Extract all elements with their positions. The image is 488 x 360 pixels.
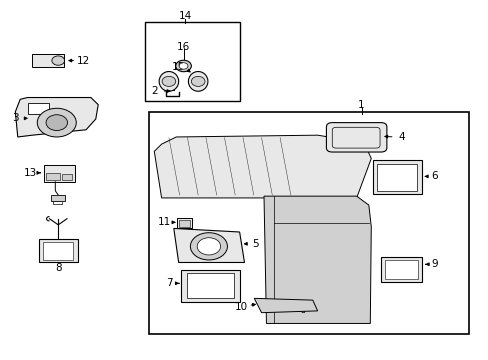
Polygon shape — [264, 196, 370, 323]
Circle shape — [162, 76, 175, 86]
Text: 12: 12 — [77, 55, 90, 66]
Circle shape — [175, 60, 191, 72]
Bar — [32, 54, 64, 67]
Circle shape — [179, 63, 187, 69]
FancyBboxPatch shape — [326, 123, 386, 152]
Circle shape — [197, 238, 220, 255]
Text: 14: 14 — [178, 12, 191, 22]
Bar — [27, 103, 49, 114]
Text: 10: 10 — [235, 302, 247, 312]
Bar — [181, 270, 239, 302]
Text: 6: 6 — [430, 171, 437, 181]
Text: 15: 15 — [171, 62, 184, 72]
Bar — [149, 112, 468, 334]
Text: 4: 4 — [397, 132, 404, 142]
Circle shape — [46, 115, 67, 131]
Polygon shape — [154, 135, 370, 198]
Circle shape — [37, 108, 76, 137]
Bar — [51, 195, 64, 201]
Bar — [42, 242, 73, 260]
Bar — [46, 173, 60, 180]
Text: 7: 7 — [166, 278, 172, 288]
Circle shape — [190, 233, 227, 260]
Text: 3: 3 — [12, 113, 19, 123]
Text: 5: 5 — [251, 239, 258, 249]
Text: a: a — [300, 306, 305, 315]
Bar — [186, 273, 234, 298]
Text: 8: 8 — [55, 263, 61, 273]
Circle shape — [52, 56, 64, 65]
Ellipse shape — [159, 72, 178, 91]
Text: 13: 13 — [23, 168, 37, 178]
Text: 1: 1 — [358, 100, 364, 111]
Bar — [376, 163, 416, 192]
Text: 2: 2 — [151, 86, 158, 96]
Bar — [43, 165, 75, 182]
Text: 11: 11 — [157, 217, 170, 227]
Bar — [372, 160, 421, 194]
Ellipse shape — [188, 72, 207, 91]
Circle shape — [191, 76, 204, 86]
Bar — [179, 220, 189, 227]
Text: 16: 16 — [177, 42, 190, 51]
Bar — [177, 219, 191, 228]
Polygon shape — [254, 298, 317, 313]
Bar — [380, 257, 422, 282]
Text: 9: 9 — [430, 259, 437, 269]
Bar — [61, 174, 72, 180]
Polygon shape — [15, 98, 98, 137]
Bar — [144, 22, 239, 101]
Bar — [384, 260, 417, 279]
Bar — [39, 239, 78, 262]
Polygon shape — [173, 228, 244, 262]
